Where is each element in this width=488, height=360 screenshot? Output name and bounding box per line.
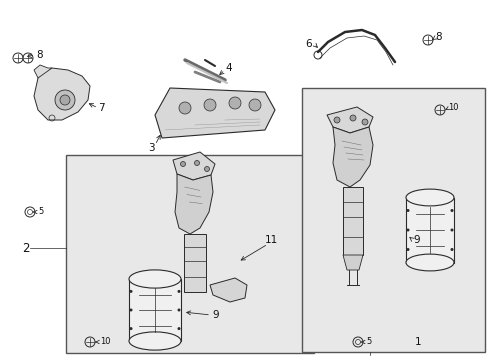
Ellipse shape xyxy=(405,254,453,271)
Circle shape xyxy=(129,309,132,311)
Circle shape xyxy=(177,290,180,293)
Text: 8: 8 xyxy=(434,32,441,42)
Text: 5: 5 xyxy=(38,207,43,216)
Bar xyxy=(302,88,484,352)
Circle shape xyxy=(449,229,452,231)
Circle shape xyxy=(177,327,180,330)
Text: 9: 9 xyxy=(212,310,218,320)
Circle shape xyxy=(248,99,261,111)
Ellipse shape xyxy=(129,270,181,288)
Text: 11: 11 xyxy=(264,235,278,245)
Circle shape xyxy=(177,309,180,311)
Polygon shape xyxy=(209,278,246,302)
Polygon shape xyxy=(342,255,362,270)
Text: 7: 7 xyxy=(98,103,104,113)
Circle shape xyxy=(349,115,355,121)
Bar xyxy=(183,234,205,292)
Circle shape xyxy=(449,209,452,212)
Ellipse shape xyxy=(405,189,453,206)
Circle shape xyxy=(361,119,367,125)
Circle shape xyxy=(194,161,199,166)
Circle shape xyxy=(406,248,408,251)
Circle shape xyxy=(406,209,408,212)
Circle shape xyxy=(179,102,191,114)
Circle shape xyxy=(228,97,241,109)
Polygon shape xyxy=(332,127,372,187)
Polygon shape xyxy=(34,65,52,78)
Text: 6: 6 xyxy=(305,39,311,49)
Text: 4: 4 xyxy=(224,63,231,73)
Circle shape xyxy=(180,162,185,166)
Circle shape xyxy=(406,229,408,231)
Polygon shape xyxy=(326,107,372,133)
Polygon shape xyxy=(173,152,215,180)
Circle shape xyxy=(333,117,339,123)
Circle shape xyxy=(60,95,70,105)
Circle shape xyxy=(449,248,452,251)
Polygon shape xyxy=(155,88,274,138)
Polygon shape xyxy=(175,174,213,234)
Text: 9: 9 xyxy=(412,235,419,245)
Text: 10: 10 xyxy=(447,104,458,112)
Bar xyxy=(129,279,181,341)
Circle shape xyxy=(129,290,132,293)
Text: 8: 8 xyxy=(36,50,42,60)
Text: 3: 3 xyxy=(148,143,154,153)
Circle shape xyxy=(204,166,209,171)
Text: 10: 10 xyxy=(100,338,110,346)
Polygon shape xyxy=(34,68,90,120)
Bar xyxy=(342,187,362,255)
Bar xyxy=(405,198,453,262)
Text: 5: 5 xyxy=(365,338,370,346)
Ellipse shape xyxy=(129,332,181,350)
Text: 2: 2 xyxy=(22,242,29,255)
Bar xyxy=(66,155,313,353)
Circle shape xyxy=(55,90,75,110)
Text: 1: 1 xyxy=(414,337,421,347)
Circle shape xyxy=(129,327,132,330)
Circle shape xyxy=(203,99,216,111)
